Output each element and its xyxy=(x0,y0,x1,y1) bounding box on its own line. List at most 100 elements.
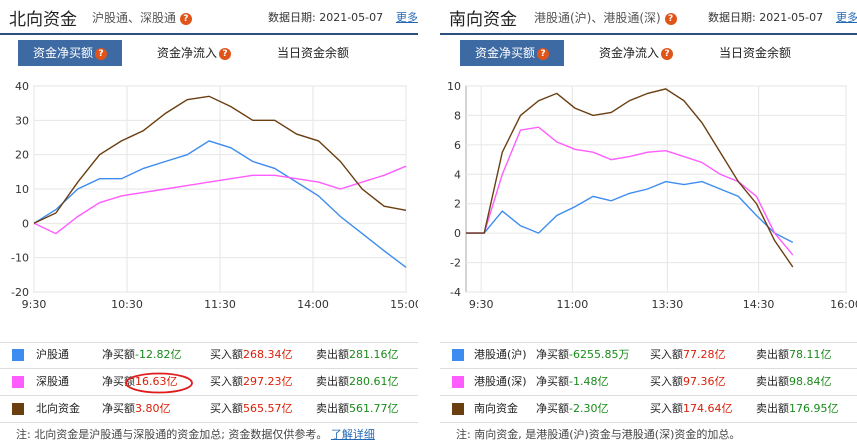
legend-name: 港股通(沪) xyxy=(474,348,527,361)
header-rule xyxy=(0,33,418,35)
y-tick-label: 20 xyxy=(15,149,29,162)
y-tick-label: 40 xyxy=(15,80,29,93)
tab-balance[interactable]: 当日资金余额 xyxy=(276,46,349,60)
legend-swatch xyxy=(12,349,24,361)
tab-net-buy[interactable]: 资金净买额? xyxy=(18,40,122,66)
legend-swatch xyxy=(12,376,24,388)
panel-subtitle: 港股通(沪)、港股通(深) ? xyxy=(534,9,677,26)
series-line xyxy=(33,140,407,268)
series-line xyxy=(466,88,794,268)
legend-row-north: 北向资金 净买额3.80亿 买入额565.57亿 卖出额561.77亿 xyxy=(0,398,418,420)
legend-row-hk-sh: 港股通(沪) 净买额-6255.85万 买入额77.28亿 卖出额78.11亿 xyxy=(440,344,857,366)
panel-header: 北向资金 沪股通、深股通 ? 数据日期: 2021-05-07 更多 xyxy=(0,0,418,35)
panel-header: 南向资金 港股通(沪)、港股通(深) ? 数据日期: 2021-05-07 更多 xyxy=(440,0,857,35)
legend-name: 深股通 xyxy=(36,375,69,388)
legend-sell: 卖出额78.11亿 xyxy=(756,348,832,361)
x-tick-label: 16:00 xyxy=(830,298,857,311)
series-line xyxy=(466,180,794,244)
date-label: 数据日期: 2021-05-07 xyxy=(708,11,824,24)
x-tick-label: 14:00 xyxy=(297,298,329,311)
y-tick-label: -10 xyxy=(11,252,29,265)
tab-bar: 资金净买额? 资金净流入? 当日资金余额 xyxy=(440,40,857,66)
y-tick-label: 8 xyxy=(454,109,461,122)
northbound-panel: 北向资金 沪股通、深股通 ? 数据日期: 2021-05-07 更多 资金净买额… xyxy=(0,0,418,445)
help-icon[interactable]: ? xyxy=(219,48,231,60)
legend-swatch xyxy=(12,403,24,415)
legend-net: 净买额-6255.85万 xyxy=(536,348,630,361)
legend-sell: 卖出额281.16亿 xyxy=(316,348,399,361)
highlight-ellipse xyxy=(125,372,193,394)
legend-net: 净买额-12.82亿 xyxy=(102,348,182,361)
y-tick-label: 2 xyxy=(454,198,461,211)
more-link[interactable]: 更多 xyxy=(396,11,418,24)
legend-swatch xyxy=(452,349,464,361)
tab-net-inflow[interactable]: 资金净流入? xyxy=(590,40,682,66)
panel-subtitle: 沪股通、深股通 ? xyxy=(92,9,192,26)
date-label: 数据日期: 2021-05-07 xyxy=(268,11,384,24)
series-line xyxy=(33,95,407,224)
legend-swatch xyxy=(452,376,464,388)
series-line xyxy=(33,165,407,235)
more-link[interactable]: 更多 xyxy=(836,11,857,24)
legend-buy: 买入额297.23亿 xyxy=(210,375,293,388)
y-tick-label: 4 xyxy=(454,168,461,181)
y-tick-label: -20 xyxy=(11,286,29,299)
legend-row-hk-sz: 港股通(深) 净买额-1.48亿 买入额97.36亿 卖出额98.84亿 xyxy=(440,371,857,393)
help-icon[interactable]: ? xyxy=(661,48,673,60)
legend-net: 净买额-2.30亿 xyxy=(536,402,609,415)
header-rule xyxy=(440,33,857,35)
legend-name: 南向资金 xyxy=(474,402,518,415)
tab-net-inflow[interactable]: 资金净流入? xyxy=(148,40,240,66)
help-icon[interactable]: ? xyxy=(95,48,107,60)
tab-net-buy[interactable]: 资金净买额? xyxy=(460,40,564,66)
y-tick-label: 10 xyxy=(447,80,461,93)
legend-name: 港股通(深) xyxy=(474,375,527,388)
y-tick-label: 6 xyxy=(454,139,461,152)
southbound-line-chart: 10 8 6 4 2 0 -2 -4 9:30 11:00 13:30 14:30 16:00 xyxy=(447,80,857,311)
legend-buy: 买入额77.28亿 xyxy=(650,348,726,361)
x-tick-label: 9:30 xyxy=(22,298,47,311)
x-tick-label: 11:00 xyxy=(557,298,589,311)
y-tick-label: -2 xyxy=(450,257,461,270)
legend-row-south: 南向资金 净买额-2.30亿 买入额174.64亿 卖出额176.95亿 xyxy=(440,398,857,420)
legend-name: 沪股通 xyxy=(36,348,69,361)
legend-sell: 卖出额176.95亿 xyxy=(756,402,839,415)
panel-title: 北向资金 xyxy=(9,10,77,30)
southbound-panel: 南向资金 港股通(沪)、港股通(深) ? 数据日期: 2021-05-07 更多… xyxy=(440,0,857,445)
help-icon[interactable]: ? xyxy=(537,48,549,60)
learn-more-link[interactable]: 了解详细 xyxy=(330,428,375,441)
tab-bar: 资金净买额? 资金净流入? 当日资金余额 xyxy=(0,40,418,66)
legend-row-sh: 沪股通 净买额-12.82亿 买入额268.34亿 卖出额281.16亿 xyxy=(0,344,418,366)
footnote: 注: 南向资金, 是港股通(沪)资金与港股通(深)资金的加总。 xyxy=(456,428,741,441)
help-icon[interactable]: ? xyxy=(664,13,677,25)
y-tick-label: -4 xyxy=(450,286,461,299)
y-tick-label: 0 xyxy=(22,217,29,230)
legend-net: 净买额3.80亿 xyxy=(102,402,171,415)
legend-net: 净买额-1.48亿 xyxy=(536,375,609,388)
x-tick-label: 10:30 xyxy=(111,298,143,311)
x-tick-label: 15:00 xyxy=(390,298,418,311)
legend-buy: 买入额268.34亿 xyxy=(210,348,293,361)
plot-frame xyxy=(465,85,847,293)
x-tick-label: 13:30 xyxy=(652,298,684,311)
y-tick-label: 10 xyxy=(15,183,29,196)
legend-name: 北向资金 xyxy=(36,402,80,415)
tab-balance[interactable]: 当日资金余额 xyxy=(718,46,791,60)
legend-row-sz: 深股通 净买额16.63亿 买入额297.23亿 卖出额280.61亿 xyxy=(0,371,418,394)
footnote: 注: 北向资金是沪股通与深股通的资金加总; 资金数据仅供参考。 了解详细 xyxy=(16,428,375,441)
y-tick-label: 30 xyxy=(15,114,29,127)
legend-swatch xyxy=(452,403,464,415)
legend-sell: 卖出额98.84亿 xyxy=(756,375,832,388)
panel-title: 南向资金 xyxy=(449,10,517,30)
x-tick-label: 11:30 xyxy=(204,298,236,311)
legend-sell: 卖出额280.61亿 xyxy=(316,375,399,388)
northbound-line-chart: 40 30 20 10 0 -10 -209:30 10:30 11:30 14:00 15:00 xyxy=(11,80,418,311)
legend-buy: 买入额174.64亿 xyxy=(650,402,733,415)
y-tick-label: 0 xyxy=(454,227,461,240)
help-icon[interactable]: ? xyxy=(179,13,192,25)
legend-buy: 买入额565.57亿 xyxy=(210,402,293,415)
legend-buy: 买入额97.36亿 xyxy=(650,375,726,388)
x-tick-label: 14:30 xyxy=(743,298,775,311)
legend-sell: 卖出额561.77亿 xyxy=(316,402,399,415)
x-tick-label: 9:30 xyxy=(469,298,494,311)
